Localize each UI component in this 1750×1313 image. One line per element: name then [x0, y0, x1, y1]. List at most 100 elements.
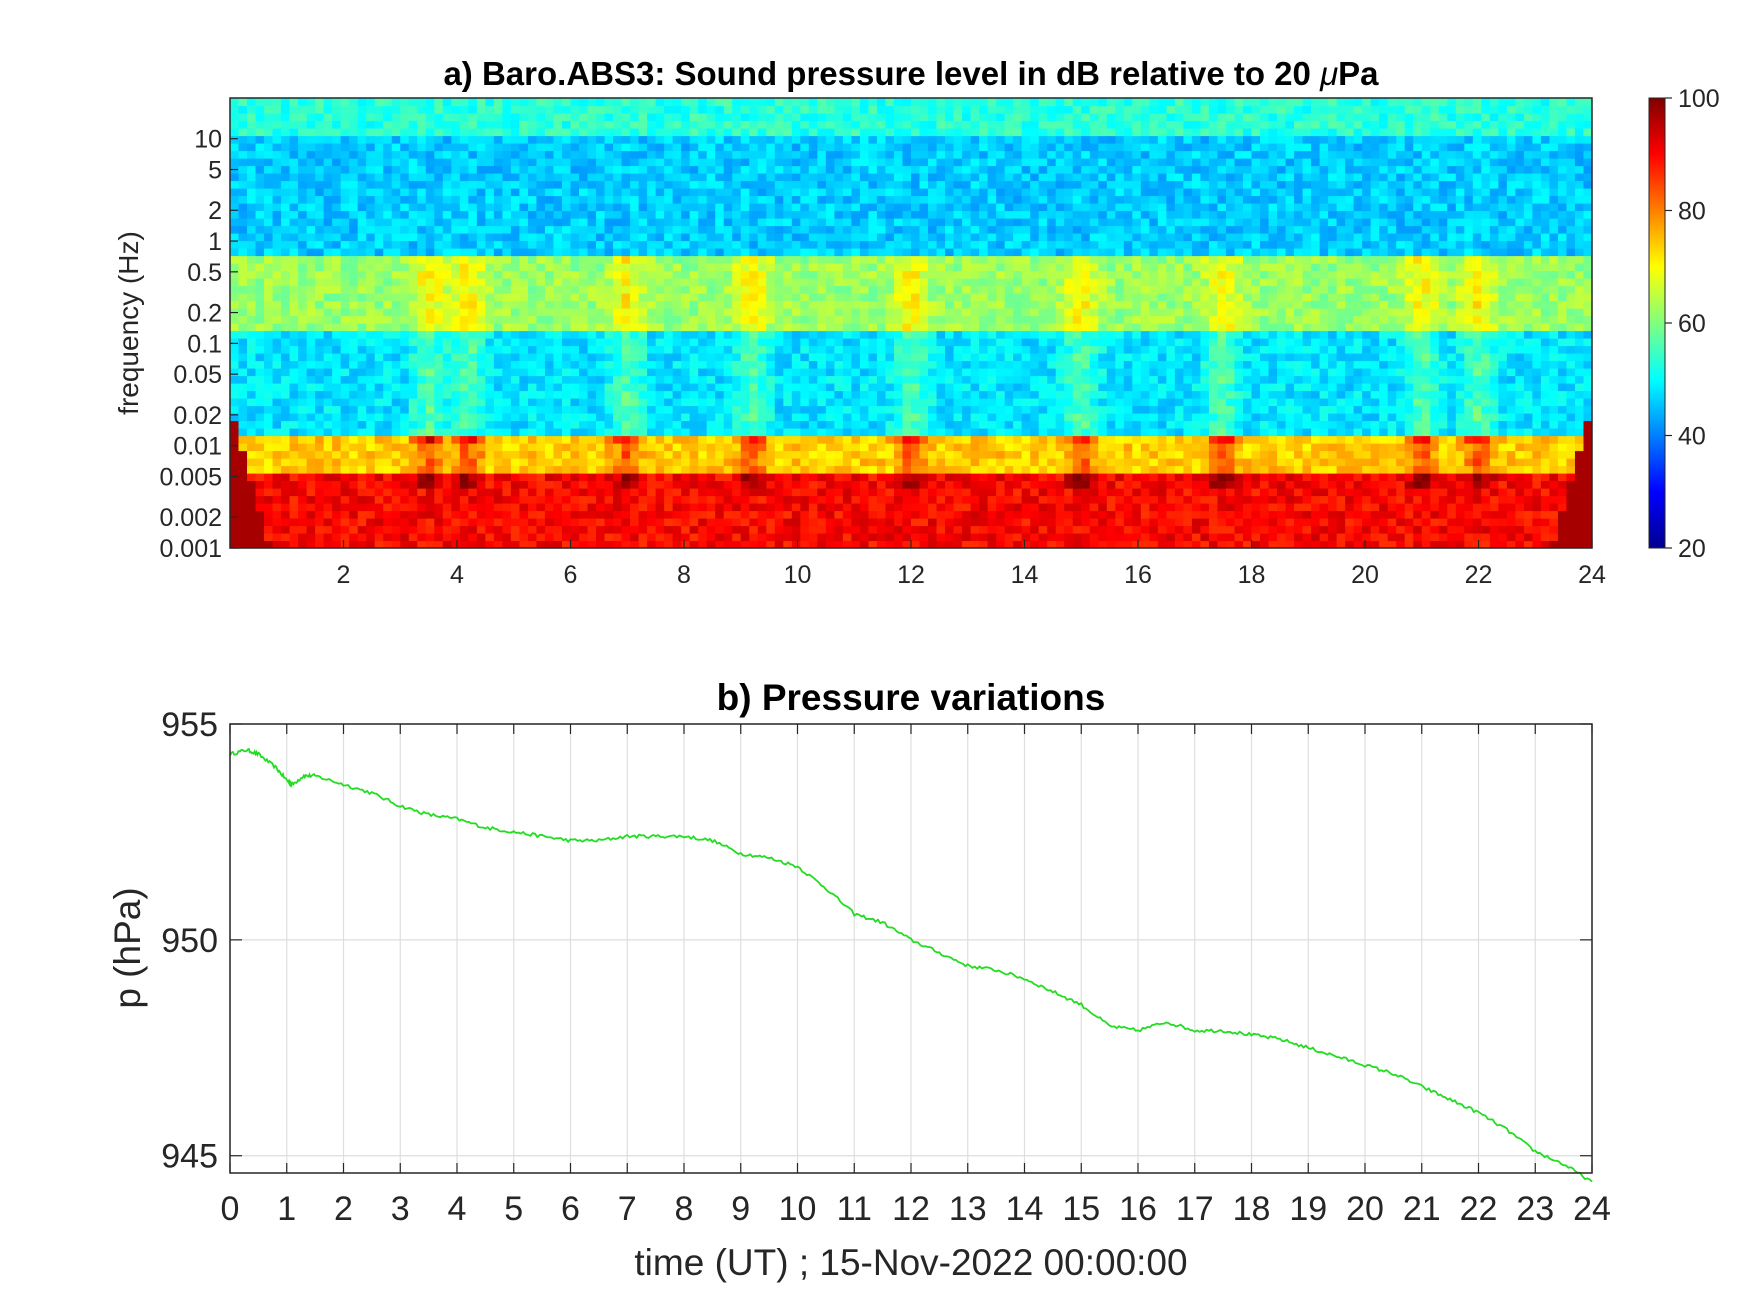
spectrogram-cell — [408, 293, 418, 302]
spectrogram-cell — [783, 413, 793, 422]
spectrogram-cell — [911, 368, 921, 377]
spectrogram-cell — [527, 383, 538, 392]
spectrogram-cell — [749, 518, 759, 527]
spectrogram-cell — [783, 360, 793, 369]
spectrogram-cell — [723, 278, 733, 287]
spectrogram-cell — [732, 263, 742, 272]
spectrogram-cell — [255, 173, 265, 182]
spectrogram-cell — [451, 338, 461, 347]
spectrogram-cell — [681, 540, 691, 548]
spectrogram-cell — [425, 315, 435, 324]
spectrogram-cell — [493, 540, 503, 548]
spectrogram-cell — [885, 488, 895, 497]
spectrogram-cell — [638, 105, 648, 114]
spectrogram-cell — [340, 540, 350, 548]
spectrogram-cell — [706, 450, 716, 459]
spectrogram-cell — [825, 458, 835, 467]
spectrogram-cell — [281, 428, 291, 437]
spectrogram-cell — [842, 188, 853, 197]
spectrogram-cell — [876, 240, 887, 249]
spectrogram-cell — [519, 503, 529, 512]
spectrogram-cell — [868, 300, 878, 309]
spectrogram-cell — [621, 188, 631, 197]
spectrogram-cell — [315, 158, 325, 167]
spectrogram-cell — [340, 398, 350, 407]
spectrogram-cell — [715, 255, 725, 264]
spectrogram-cell — [885, 533, 895, 542]
spectrogram-cell — [264, 473, 274, 482]
spectrogram-cell — [800, 540, 810, 548]
spectrogram-cell — [485, 503, 495, 512]
spectrogram-cell — [553, 143, 563, 152]
spectrogram-cell — [366, 465, 376, 474]
spectrogram-cell — [570, 120, 580, 129]
spectrogram-cell — [893, 495, 904, 504]
spectrogram-cell — [570, 375, 580, 384]
spectrogram-cell — [459, 308, 469, 317]
spectrogram-cell — [647, 398, 657, 407]
spectrogram-cell — [613, 338, 623, 347]
spectrogram-cell — [264, 533, 274, 542]
spectrogram-cell — [859, 210, 870, 219]
spectrogram-cell — [706, 135, 716, 144]
spectrogram-cell — [442, 443, 452, 452]
spectrogram-cell — [902, 480, 912, 489]
spectrogram-cell — [485, 533, 495, 542]
spectrogram-cell — [902, 315, 912, 324]
spectrogram-cell — [655, 218, 665, 227]
spectrogram-cell — [876, 270, 887, 279]
spectrogram-cell — [230, 383, 240, 392]
spectrogram-cell — [281, 173, 291, 182]
spectrogram-cell — [476, 173, 486, 182]
spectrogram-cell — [723, 435, 733, 444]
spectrogram-cell — [587, 300, 597, 309]
spectrogram-cell — [485, 428, 495, 437]
spectrogram-cell — [400, 525, 410, 534]
spectrogram-cell — [842, 428, 853, 437]
spectrogram-cell — [817, 300, 827, 309]
spectrogram-cell — [561, 98, 572, 107]
spectrogram-cell — [544, 195, 555, 204]
spectrogram-cell — [374, 218, 384, 227]
spectrogram-cell — [357, 128, 367, 137]
spectrogram-cell — [664, 368, 674, 377]
spectrogram-cell — [893, 473, 904, 482]
spectrogram-cell — [485, 480, 495, 489]
spectrogram-cell — [502, 308, 512, 317]
spectrogram-cell — [715, 510, 725, 519]
spectrogram-cell — [596, 195, 606, 204]
spectrogram-cell — [459, 435, 469, 444]
spectrogram-cell — [485, 180, 495, 189]
spectrogram-cell — [425, 413, 435, 422]
spectrogram-cell — [357, 323, 367, 332]
spectrogram-cell — [664, 285, 674, 294]
spectrogram-cell — [451, 158, 461, 167]
spectrogram-cell — [647, 465, 657, 474]
spectrogram-cell — [425, 510, 435, 519]
spectrogram-cell — [332, 503, 342, 512]
spectrogram-cell — [928, 180, 938, 189]
spectrogram-cell — [868, 398, 878, 407]
spectrogram-cell — [936, 510, 946, 519]
spectrogram-cell — [689, 480, 699, 489]
spectrogram-cell — [808, 225, 818, 234]
spectrogram-cell — [732, 518, 742, 527]
spectrogram-cell — [706, 218, 716, 227]
spectrogram-cell — [749, 428, 759, 437]
spectrogram-cell — [876, 375, 887, 384]
spectrogram-cell — [459, 503, 469, 512]
spectrogram-cell — [527, 150, 538, 159]
spectrogram-cell — [774, 488, 784, 497]
spectrogram-cell — [553, 518, 563, 527]
spectrogram-cell — [255, 308, 265, 317]
spectrogram-cell — [485, 518, 495, 527]
spectrogram-cell — [298, 495, 308, 504]
spectrogram-cell — [383, 480, 393, 489]
spectrogram-cell — [400, 195, 410, 204]
spectrogram-cell — [664, 473, 674, 482]
spectrogram-cell — [315, 128, 325, 137]
spectrogram-cell — [681, 435, 691, 444]
spectrogram-cell — [800, 488, 810, 497]
spectrogram-cell — [740, 518, 750, 527]
spectrogram-cell — [868, 495, 878, 504]
